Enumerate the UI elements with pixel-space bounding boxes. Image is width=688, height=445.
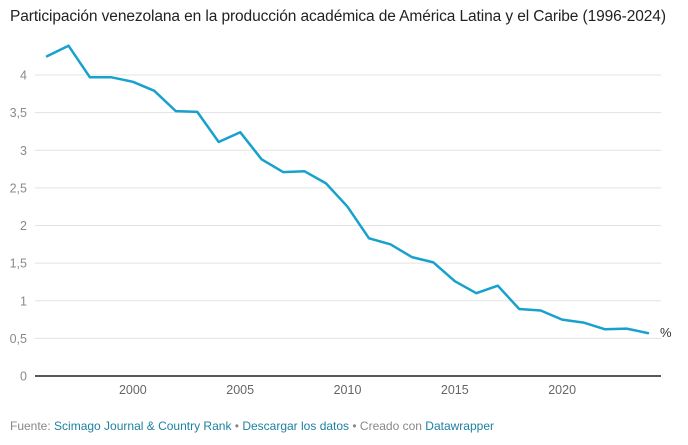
y-tick-label: 1 <box>20 294 27 308</box>
separator: • <box>349 419 360 433</box>
y-tick-label: 1,5 <box>10 257 27 271</box>
x-tick-label: 2005 <box>226 383 254 397</box>
unit-label: % <box>660 325 672 340</box>
download-data-link[interactable]: Descargar los datos <box>242 419 350 433</box>
y-tick-label: 2 <box>20 219 27 233</box>
separator: • <box>231 419 243 433</box>
chart-title: Participación venezolana en la producció… <box>10 8 666 25</box>
source-link[interactable]: Scimago Journal & Country Rank <box>54 419 232 433</box>
y-tick-label: 3,5 <box>10 106 27 120</box>
y-axis-ticks: 0 0,5 1 1,5 2 2,5 3 3,5 4 <box>10 69 27 384</box>
y-tick-label: 4 <box>20 69 27 83</box>
y-tick-label: 3 <box>20 144 27 158</box>
footer: Fuente: Scimago Journal & Country Rank •… <box>10 419 494 433</box>
datawrapper-link[interactable]: Datawrapper <box>425 419 494 433</box>
source-prefix: Fuente: <box>10 419 55 433</box>
y-tick-label: 0,5 <box>10 332 27 346</box>
gridlines <box>35 74 661 339</box>
created-with-label: Creado con <box>359 419 426 433</box>
series-line <box>45 44 650 335</box>
y-tick-label: 0 <box>20 370 27 384</box>
y-tick-label: 2,5 <box>10 181 27 195</box>
x-axis-ticks: 2000 2005 2010 2015 2020 <box>119 383 576 397</box>
x-tick-label: 2015 <box>441 383 469 397</box>
x-tick-label: 2010 <box>334 383 362 397</box>
x-tick-label: 2020 <box>548 383 576 397</box>
x-tick-label: 2000 <box>119 383 147 397</box>
